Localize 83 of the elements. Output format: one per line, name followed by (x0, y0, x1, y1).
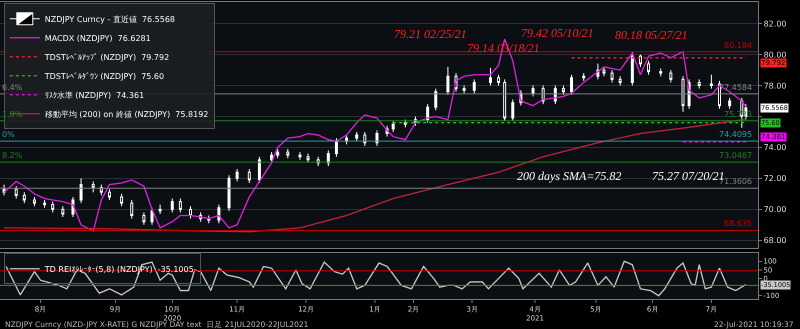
y-tick-label: 68.00 (764, 236, 787, 246)
legend-label: MACDX (NZDJPY) 76.6281 (44, 34, 151, 43)
annotation: 79.21 02/25/21 (394, 27, 467, 41)
candlestick (207, 215, 210, 224)
y-tick-label: 82.00 (764, 19, 787, 28)
candlestick (630, 51, 634, 86)
candlestick (334, 138, 338, 158)
candlestick (488, 67, 492, 86)
ref-line-label: 80.184 (724, 41, 752, 50)
line-series (5, 260, 746, 296)
candlestick (178, 198, 182, 213)
candlestick (375, 130, 378, 146)
candlestick (602, 66, 606, 77)
candlestick (228, 174, 231, 212)
annotation: 79.42 05/10/21 (521, 26, 594, 40)
candlestick (2, 184, 6, 196)
annotation: 6.4% (2, 83, 23, 92)
candlestick (236, 168, 239, 182)
candlestick (472, 78, 476, 94)
candlestick (298, 152, 302, 160)
legend-label: 移動平均 (200) on 終値 (NZDJPY) 75.8192 (44, 110, 208, 119)
candlestick (532, 85, 535, 97)
candlestick (170, 198, 174, 213)
candlestick (363, 131, 366, 146)
candlestick (306, 153, 310, 164)
candlestick (669, 70, 672, 83)
annotation: 0% (2, 130, 16, 139)
candlestick (426, 104, 430, 124)
candlestick (659, 68, 662, 77)
candlestick (562, 85, 565, 96)
candlestick (682, 76, 684, 112)
legend-label: NZDJPY Curncy - 直近値 76.5568 (44, 14, 176, 24)
ref-line-label: 73.0467 (719, 151, 752, 160)
candlestick (511, 98, 514, 122)
candlestick (43, 200, 46, 208)
candlestick (392, 120, 395, 132)
legend-label: ﾘｽｸ水準 (NZDJPY) 74.361 (44, 90, 144, 100)
candlestick (728, 97, 732, 110)
ref-line-label: 74.4095 (719, 130, 752, 139)
candlestick (610, 70, 614, 83)
ref-line-label: 71.3606 (719, 177, 752, 186)
candlestick (276, 148, 280, 159)
annotation: 200 days SMA=75.82 (517, 169, 622, 183)
candlestick (270, 152, 274, 164)
candlestick (14, 186, 18, 199)
candlestick (22, 192, 26, 204)
y-tick-label: 70.00 (764, 205, 787, 214)
candlestick (462, 85, 466, 94)
candlestick (61, 206, 64, 218)
candlestick (503, 78, 506, 122)
candlestick (158, 204, 162, 214)
candlestick (446, 66, 450, 96)
candlestick (92, 180, 95, 193)
candlestick (80, 178, 83, 204)
candlestick (108, 188, 111, 201)
annotation: 80.18 05/27/21 (615, 28, 688, 42)
candlestick (189, 206, 192, 220)
y-tick-label: 78.00 (764, 81, 787, 90)
candlestick (355, 131, 358, 142)
candlestick (130, 200, 134, 220)
candlestick (248, 168, 251, 184)
y-tick-label: 80.00 (764, 50, 787, 60)
candlestick (710, 74, 713, 90)
legend-label: TDSTﾚﾍﾞﾙﾀﾞｳﾝ (NZDJPY) 75.60 (44, 72, 164, 81)
annotation: 8.2% (2, 151, 23, 160)
candlestick (326, 150, 330, 166)
candlestick (120, 193, 124, 207)
candlestick (618, 76, 622, 86)
candlestick (142, 212, 146, 226)
legend-label: TDSTﾚﾍﾞﾙｱｯﾌﾟ (NZDJPY) 79.792 (44, 52, 170, 62)
y-tick-label: 74.00 (764, 143, 787, 152)
candlestick (647, 60, 650, 76)
y-tick-label: 72.00 (764, 174, 787, 184)
candlestick (582, 72, 586, 82)
candlestick (497, 74, 500, 86)
candlestick (570, 74, 574, 96)
candlestick (638, 54, 642, 68)
candlestick (258, 156, 261, 184)
candlestick (51, 201, 54, 213)
candlestick (32, 196, 36, 207)
candlestick (286, 148, 290, 159)
candlestick (698, 78, 701, 90)
ref-line-label: 68.635 (724, 219, 752, 228)
